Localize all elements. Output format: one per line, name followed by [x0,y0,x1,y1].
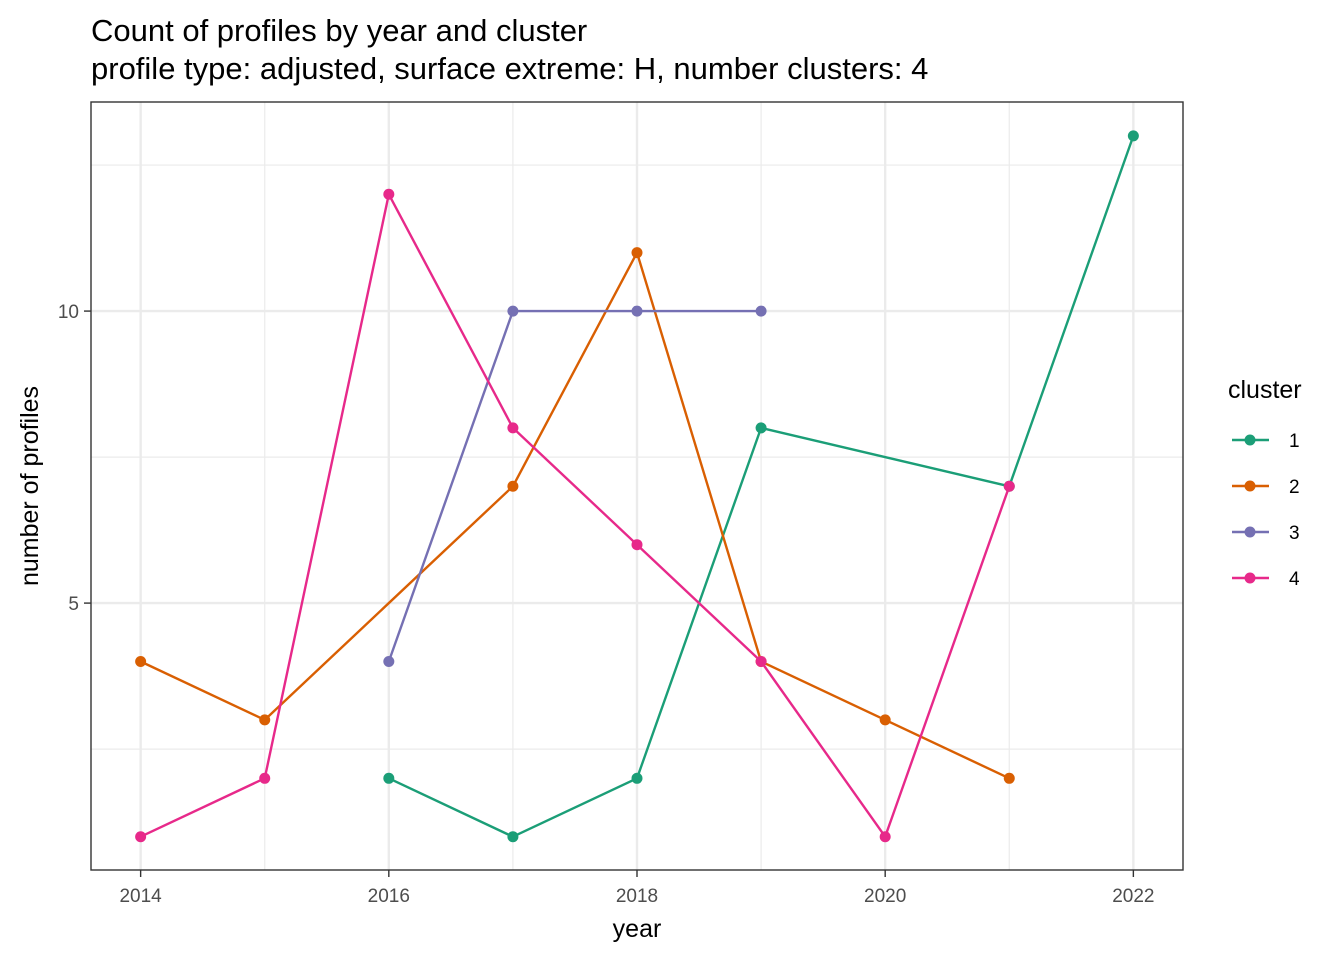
y-axis: 5 10 [58,302,91,615]
y-tick-label: 10 [58,302,79,323]
series-cluster-3 [383,305,767,668]
legend-item: 2 [1232,477,1300,498]
series-line [140,193,1011,838]
series-cluster-2 [135,247,1015,784]
data-point [631,305,643,317]
data-point [507,831,519,843]
data-point [135,656,147,668]
data-point [259,714,271,726]
x-tick-label: 2020 [864,886,906,907]
data-point [507,480,519,492]
data-point [1003,772,1015,784]
data-point [1127,130,1139,142]
legend-key-point [1244,434,1256,446]
data-point [135,831,147,843]
data-point [755,656,767,668]
data-point [631,772,643,784]
series-cluster-4 [135,188,1015,843]
x-axis-title: year [613,915,662,943]
data-point [631,539,643,551]
data-point [1003,480,1015,492]
data-point [383,772,395,784]
chart-subtitle: profile type: adjusted, surface extreme:… [91,51,928,86]
legend-item: 4 [1232,569,1300,590]
data-point [879,714,891,726]
data-point [383,188,395,200]
series-layer [135,130,1139,843]
legend-key-point [1244,526,1256,538]
legend-key-point [1244,572,1256,584]
data-point [507,305,519,317]
data-point [755,305,767,317]
x-axis: 2014 2016 2018 2020 2022 [119,870,1155,907]
y-axis-title: number of profiles [16,386,44,586]
data-point [259,772,271,784]
x-tick-label: 2018 [616,886,658,907]
data-point [631,247,643,259]
x-tick-label: 2016 [368,886,410,907]
data-point [383,656,395,668]
legend-item: 1 [1232,431,1300,452]
legend: cluster 1 2 3 4 [1228,376,1302,590]
legend-label: 1 [1289,431,1300,452]
chart-title: Count of profiles by year and cluster [91,13,587,48]
legend-item: 3 [1232,523,1300,544]
data-point [507,422,519,434]
legend-key-point [1244,480,1256,492]
data-point [755,422,767,434]
x-tick-label: 2022 [1112,886,1154,907]
legend-label: 4 [1289,569,1300,590]
legend-title: cluster [1228,376,1302,404]
legend-label: 3 [1289,523,1300,544]
series-line [387,309,762,662]
x-tick-label: 2014 [119,886,162,907]
data-point [879,831,891,843]
legend-label: 2 [1289,477,1300,498]
y-tick-label: 5 [68,594,79,615]
